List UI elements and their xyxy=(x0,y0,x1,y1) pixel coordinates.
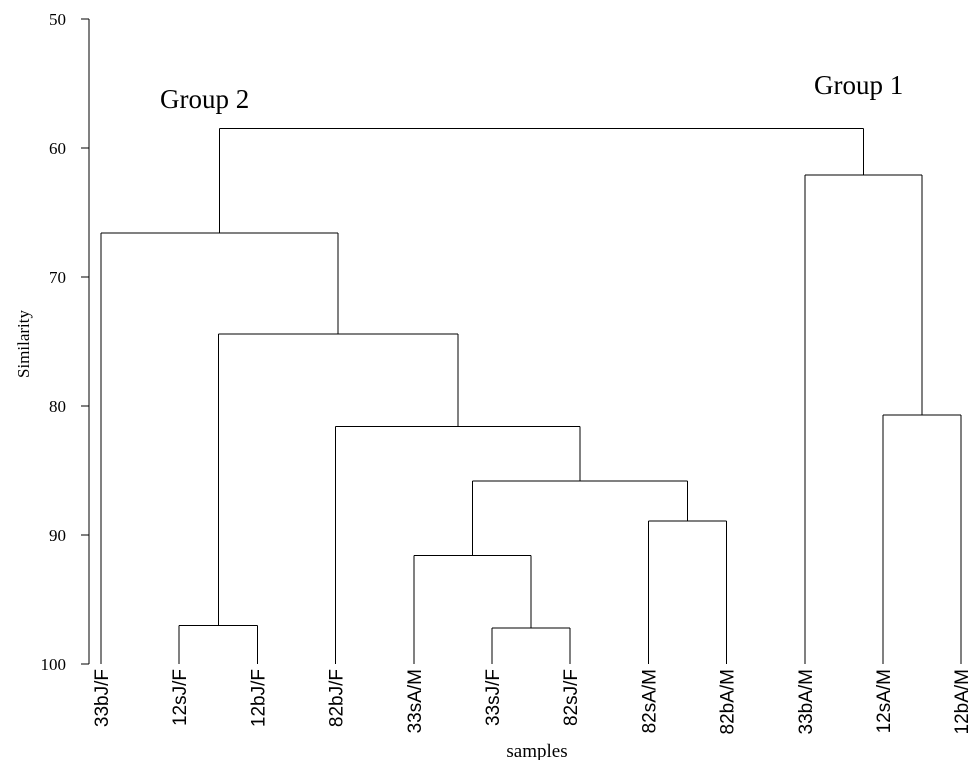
y-tick-label: 80 xyxy=(49,397,66,416)
y-tick-label: 90 xyxy=(49,526,66,545)
leaf-label: 12bA/M xyxy=(952,669,971,734)
leaf-label: 12sA/M xyxy=(874,669,895,733)
x-axis-label: samples xyxy=(506,741,567,760)
y-tick-label: 50 xyxy=(49,10,66,29)
y-tick-label: 70 xyxy=(49,268,66,287)
group-1-annotation: Group 1 xyxy=(814,70,903,100)
leaf-label: 12sJ/F xyxy=(170,669,191,726)
y-tick-label: 100 xyxy=(41,655,67,674)
leaf-label: 33bA/M xyxy=(796,669,817,734)
leaf-label: 33bJ/F xyxy=(92,669,113,727)
leaf-label: 82sJ/F xyxy=(561,669,582,726)
leaf-label: 33sA/M xyxy=(405,669,426,733)
y-axis: 50 60 70 80 90 100 xyxy=(41,10,90,674)
leaf-labels: 33bJ/F 12sJ/F 12bJ/F 82bJ/F 33sA/M 33sJ/F 82sJ… xyxy=(92,669,971,734)
y-axis-label: Similarity xyxy=(14,310,33,379)
dendrogram-branches xyxy=(100,128,962,664)
leaf-label: 82bJ/F xyxy=(327,669,348,727)
y-tick-label: 60 xyxy=(49,139,66,158)
leaf-label: 82bA/M xyxy=(718,669,739,734)
leaf-label: 12bJ/F xyxy=(248,669,269,727)
leaf-label: 82sA/M xyxy=(639,669,660,733)
group-2-annotation: Group 2 xyxy=(160,84,249,114)
leaf-label: 33sJ/F xyxy=(483,669,504,726)
